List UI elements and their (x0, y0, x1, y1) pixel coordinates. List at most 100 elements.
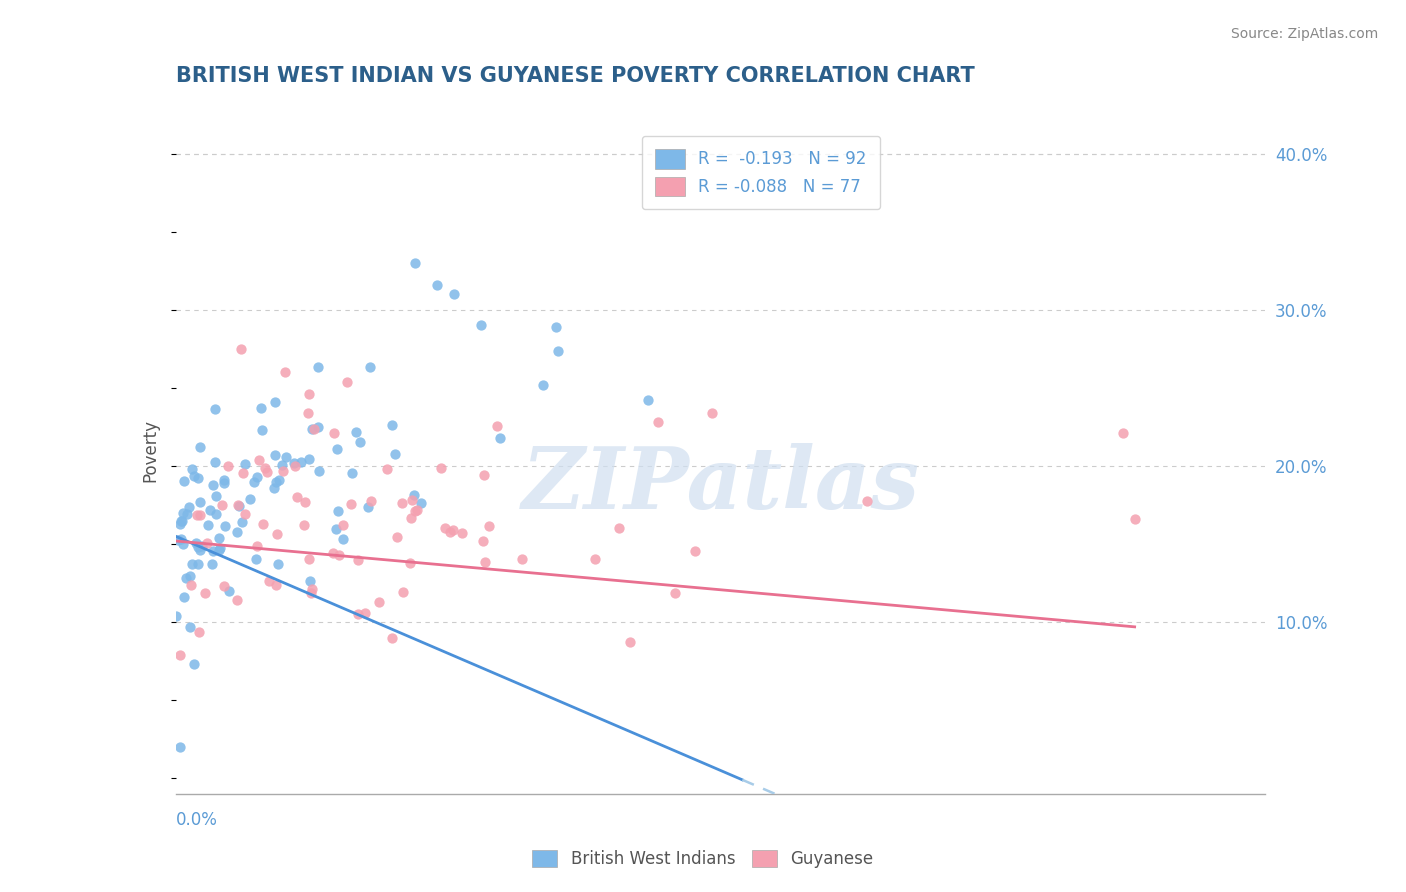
Point (167, 533, 190, 547)
Point (218, 584, 240, 599)
Point (297, 406, 319, 420)
Point (472, 468, 495, 483)
Point (619, 634, 641, 648)
Point (169, 740, 191, 755)
Point (357, 500, 380, 514)
Point (172, 506, 194, 520)
Point (359, 359, 381, 374)
Point (450, 526, 472, 541)
Point (387, 530, 409, 544)
Point (583, 552, 606, 566)
Point (547, 343, 569, 358)
Point (510, 552, 533, 566)
Point (226, 592, 249, 607)
Point (349, 435, 371, 450)
Point (187, 471, 209, 485)
Point (381, 631, 404, 645)
Point (179, 620, 201, 634)
Point (226, 524, 249, 539)
Point (217, 459, 239, 474)
Point (188, 495, 211, 509)
Point (204, 402, 226, 417)
Text: ZIPatlas: ZIPatlas (522, 443, 920, 526)
Point (384, 447, 406, 461)
Point (197, 518, 219, 533)
Point (184, 536, 207, 550)
Point (174, 571, 197, 585)
Point (231, 516, 253, 530)
Point (360, 493, 382, 508)
Point (328, 548, 350, 562)
Text: BRITISH WEST INDIAN VS GUYANESE POVERTY CORRELATION CHART: BRITISH WEST INDIAN VS GUYANESE POVERTY … (176, 66, 974, 86)
Point (443, 286, 465, 301)
Point (401, 493, 423, 508)
Point (256, 466, 278, 480)
Point (325, 523, 347, 537)
Point (188, 542, 211, 557)
Point (276, 450, 298, 464)
Y-axis label: Poverty: Poverty (142, 419, 160, 482)
Point (172, 537, 194, 551)
Point (433, 521, 456, 535)
Point (307, 419, 329, 434)
Point (1112, 426, 1135, 441)
Point (239, 491, 262, 506)
Point (212, 473, 235, 487)
Point (179, 500, 201, 514)
Point (439, 524, 461, 539)
Point (302, 422, 325, 436)
Point (235, 457, 257, 471)
Point (264, 475, 287, 489)
Point (322, 546, 344, 560)
Point (212, 578, 235, 592)
Legend: R =  -0.193   N = 92, R = -0.088   N = 77: R = -0.193 N = 92, R = -0.088 N = 77 (641, 136, 880, 210)
Point (231, 342, 253, 356)
Text: Source: ZipAtlas.com: Source: ZipAtlas.com (1230, 27, 1378, 41)
Point (402, 488, 425, 502)
Point (322, 425, 344, 440)
Point (298, 574, 321, 589)
Point (264, 394, 287, 409)
Point (328, 504, 350, 518)
Point (246, 470, 269, 484)
Point (247, 452, 270, 467)
Point (207, 531, 229, 545)
Point (205, 489, 228, 503)
Point (441, 523, 464, 537)
Point (344, 425, 367, 439)
Point (208, 541, 231, 555)
Point (202, 544, 225, 558)
Point (263, 481, 285, 495)
Point (375, 462, 398, 476)
Point (187, 557, 209, 571)
Point (292, 518, 315, 533)
Point (406, 503, 429, 517)
Point (298, 551, 321, 566)
Point (183, 657, 205, 671)
Point (194, 586, 217, 600)
Point (332, 518, 354, 533)
Point (202, 478, 225, 492)
Point (426, 278, 449, 293)
Point (195, 535, 218, 549)
Point (254, 461, 277, 475)
Point (405, 256, 427, 270)
Point (181, 558, 204, 572)
Point (472, 534, 495, 549)
Point (637, 392, 659, 407)
Point (326, 442, 349, 457)
Point (214, 518, 236, 533)
Point (283, 456, 305, 470)
Point (245, 552, 267, 566)
Point (546, 320, 568, 334)
Point (301, 422, 323, 436)
Point (264, 448, 287, 462)
Point (399, 510, 422, 524)
Point (271, 458, 294, 473)
Point (284, 458, 307, 473)
Point (470, 318, 492, 332)
Point (307, 360, 329, 375)
Point (211, 498, 233, 512)
Point (342, 466, 364, 480)
Point (169, 516, 191, 531)
